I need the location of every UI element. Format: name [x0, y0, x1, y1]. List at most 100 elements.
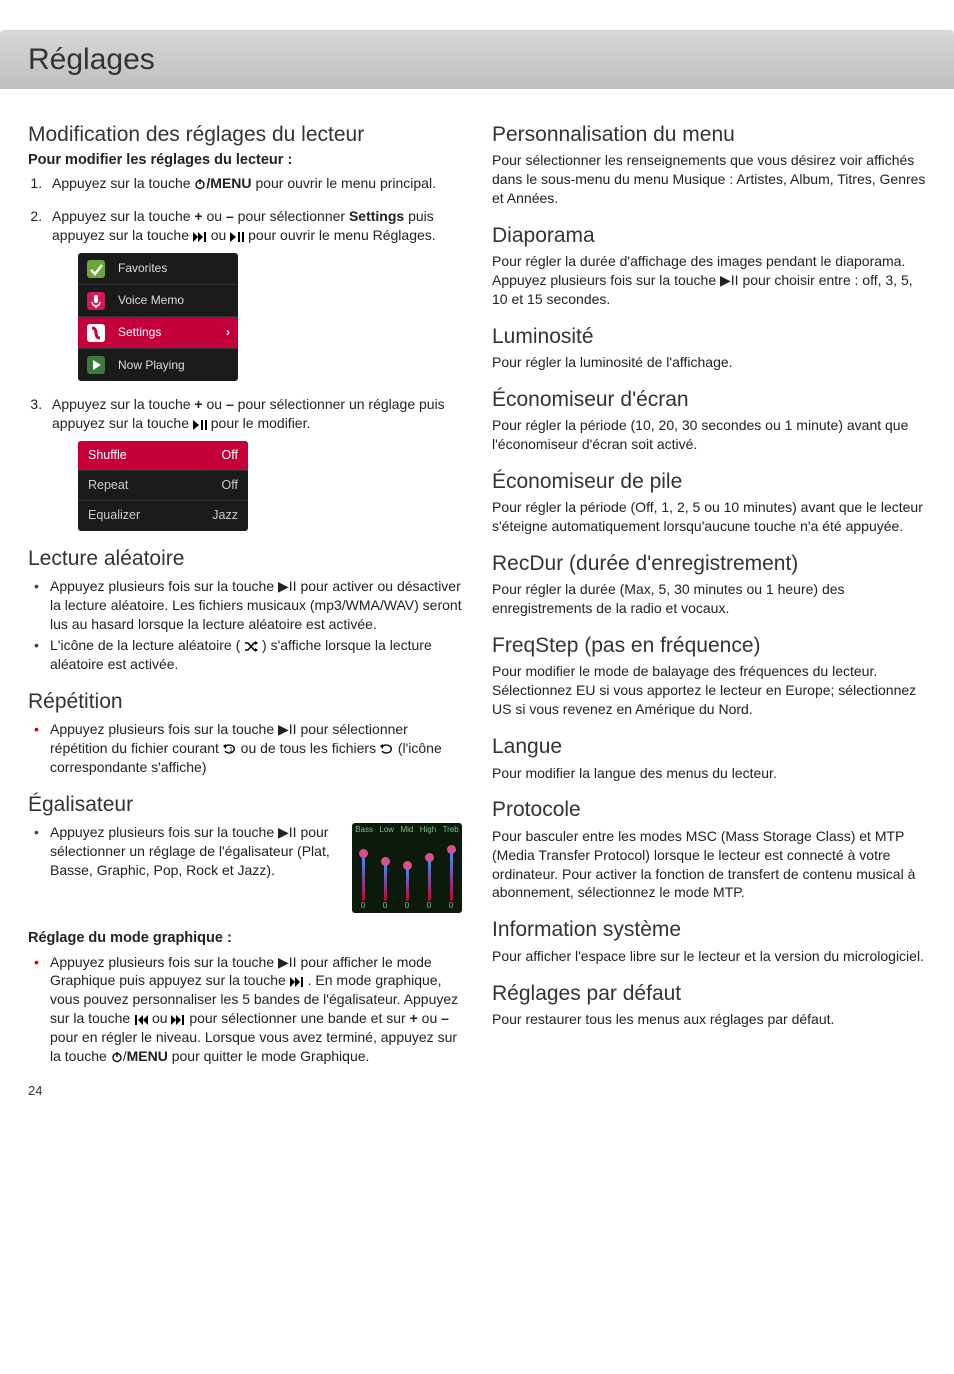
text: Settings [349, 208, 404, 224]
text: + [194, 396, 202, 412]
paragraph: Pour régler la période (Off, 1, 2, 5 ou … [492, 498, 926, 536]
repeat-one-icon: 1 [223, 743, 237, 755]
label: Voice Memo [114, 292, 238, 308]
text: pour ouvrir le menu Réglages. [248, 227, 436, 243]
settings-row-shuffle: Shuffle Off [78, 441, 248, 471]
heading-modification: Modification des réglages du lecteur [28, 121, 462, 149]
right-column: Personnalisation du menu Pour sélectionn… [492, 107, 926, 1068]
menu-row-settings: Settings › [78, 317, 238, 349]
paragraph: Pour régler la durée (Max, 5, 30 minutes… [492, 580, 926, 618]
subheading-graphmode: Réglage du mode graphique : [28, 929, 462, 949]
text: ou [203, 396, 226, 412]
play-pause-icon [230, 232, 244, 242]
heading-equalizer: Égalisateur [28, 791, 462, 819]
paragraph: Pour régler la luminosité de l'affichage… [492, 353, 926, 372]
paragraph: Pour régler la période (10, 20, 30 secon… [492, 416, 926, 454]
graphmode-list: Appuyez plusieurs fois sur la touche ▶II… [28, 953, 462, 1066]
settings-row-equalizer: Equalizer Jazz [78, 501, 248, 531]
label: Settings [114, 324, 226, 340]
label: Repeat [88, 477, 222, 494]
repeat-all-icon [380, 743, 394, 755]
paragraph: Pour modifier le mode de balayage des fr… [492, 662, 926, 719]
repeat-list: Appuyez plusieurs fois sur la touche ▶II… [28, 720, 462, 777]
settings-icon [85, 322, 107, 344]
play-icon [85, 354, 107, 376]
heading-personnalisation: Personnalisation du menu [492, 121, 926, 149]
text: ou [152, 1010, 171, 1026]
text: pour sélectionner [234, 208, 349, 224]
equalizer-section: Bass Low Mid High Treb 0 0 0 0 0 [28, 823, 462, 913]
text: pour ouvrir le menu principal. [255, 175, 436, 191]
heading-protocole: Protocole [492, 796, 926, 824]
text: MENU [127, 1048, 168, 1064]
value: Jazz [212, 507, 238, 524]
play-pause-icon [193, 420, 207, 430]
mic-icon [85, 290, 107, 312]
eq-num: 0 [361, 901, 365, 912]
text: L'icône de la lecture aléatoire ( [50, 637, 244, 653]
paragraph: Pour restaurer tous les menus aux réglag… [492, 1010, 926, 1029]
list-item: Appuyez plusieurs fois sur la touche ▶II… [28, 577, 462, 634]
text: ou [203, 208, 226, 224]
list-item: Appuyez plusieurs fois sur la touche ▶II… [28, 953, 462, 1066]
chevron-right-icon: › [226, 324, 238, 340]
paragraph: Pour afficher l'espace libre sur le lect… [492, 947, 926, 966]
svg-text:1: 1 [229, 747, 233, 754]
heading-recdur: RecDur (durée d'enregistrement) [492, 550, 926, 578]
page-number: 24 [0, 1068, 954, 1100]
heading-diaporama: Diaporama [492, 222, 926, 250]
heading-luminosite: Luminosité [492, 323, 926, 351]
heading-langue: Langue [492, 733, 926, 761]
label: Shuffle [88, 447, 222, 464]
text: – [226, 396, 234, 412]
equalizer-list: Appuyez plusieurs fois sur la touche ▶II… [28, 823, 462, 880]
text: pour le modifier. [211, 415, 311, 431]
heading-shuffle: Lecture aléatoire [28, 545, 462, 573]
text: Appuyez sur la touche [52, 396, 194, 412]
value: Off [222, 477, 238, 494]
text: – [441, 1010, 449, 1026]
next-icon [171, 1015, 185, 1025]
text: ou de tous les fichiers [241, 740, 380, 756]
menu-row-nowplaying: Now Playing [78, 349, 238, 381]
page-title: Réglages [28, 40, 926, 81]
shuffle-icon [244, 641, 258, 652]
text: + [194, 208, 202, 224]
prev-icon [134, 1015, 148, 1025]
steps-list: Appuyez sur la touche /MENU pour ouvrir … [28, 174, 462, 530]
paragraph: Pour sélectionner les renseignements que… [492, 151, 926, 208]
label: Favorites [114, 260, 238, 276]
paragraph: Pour basculer entre les modes MSC (Mass … [492, 827, 926, 903]
value: Off [222, 447, 238, 464]
paragraph: Pour modifier la langue des menus du lec… [492, 764, 926, 783]
power-icon [111, 1051, 123, 1063]
subheading-modifier: Pour modifier les réglages du lecteur : [28, 151, 462, 171]
menu-screenshot: Favorites Voice Memo Settings › [78, 253, 238, 381]
next-icon [193, 232, 207, 242]
eq-num: 0 [449, 901, 453, 912]
heading-repeat: Répétition [28, 688, 462, 716]
next-icon [290, 977, 304, 987]
step-3: Appuyez sur la touche + ou – pour sélect… [46, 395, 462, 531]
text: /MENU [206, 175, 251, 191]
text: Appuyez sur la touche [52, 208, 194, 224]
power-icon [194, 178, 206, 190]
text: – [226, 208, 234, 224]
text: Appuyez sur la touche [52, 175, 194, 191]
shuffle-list: Appuyez plusieurs fois sur la touche ▶II… [28, 577, 462, 673]
heading-freqstep: FreqStep (pas en fréquence) [492, 632, 926, 660]
label: Equalizer [88, 507, 212, 524]
paragraph: Pour régler la durée d'affichage des ima… [492, 252, 926, 309]
text: + [410, 1010, 418, 1026]
list-item: Appuyez plusieurs fois sur la touche ▶II… [28, 720, 462, 777]
step-2: Appuyez sur la touche + ou – pour sélect… [46, 207, 462, 381]
label: Now Playing [114, 357, 238, 373]
menu-row-favorites: Favorites [78, 253, 238, 285]
settings-screenshot: Shuffle Off Repeat Off Equalizer Jazz [78, 441, 248, 531]
text: ou [418, 1010, 441, 1026]
heading-economiseur-ecran: Économiseur d'écran [492, 386, 926, 414]
text: pour sélectionner une bande et sur [189, 1010, 409, 1026]
step-1: Appuyez sur la touche /MENU pour ouvrir … [46, 174, 462, 193]
heading-economiseur-pile: Économiseur de pile [492, 468, 926, 496]
eq-num: 0 [427, 901, 431, 912]
